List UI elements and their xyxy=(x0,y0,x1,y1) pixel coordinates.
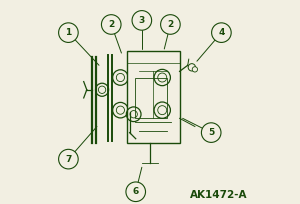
Text: 6: 6 xyxy=(133,187,139,196)
Text: 3: 3 xyxy=(139,16,145,25)
Circle shape xyxy=(192,67,197,72)
Text: 2: 2 xyxy=(108,20,114,29)
Circle shape xyxy=(188,64,196,71)
Circle shape xyxy=(160,15,180,34)
Text: 5: 5 xyxy=(208,128,214,137)
Text: 1: 1 xyxy=(65,28,71,37)
Circle shape xyxy=(58,149,78,169)
Bar xyxy=(127,51,180,143)
Text: 4: 4 xyxy=(218,28,225,37)
Text: 2: 2 xyxy=(167,20,173,29)
Text: AK1472-A: AK1472-A xyxy=(190,190,248,200)
Circle shape xyxy=(212,23,231,42)
Circle shape xyxy=(132,11,152,30)
Bar xyxy=(135,78,167,118)
Circle shape xyxy=(101,15,121,34)
Text: 7: 7 xyxy=(65,155,72,164)
Circle shape xyxy=(126,182,146,202)
Circle shape xyxy=(201,123,221,142)
Circle shape xyxy=(58,23,78,42)
